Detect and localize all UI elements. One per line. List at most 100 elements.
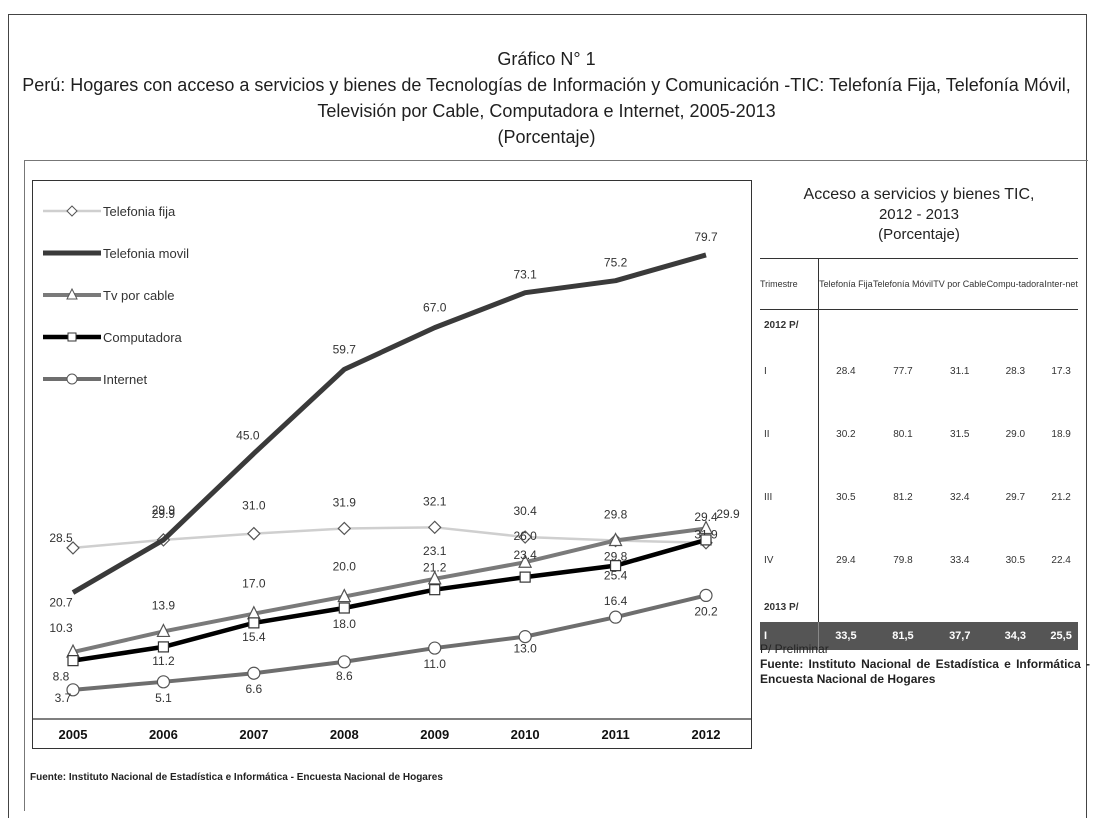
year-label: 2012 P/	[760, 309, 819, 340]
data-label: 31.0	[242, 499, 266, 513]
data-label: 32.1	[423, 494, 447, 508]
data-point-circle	[337, 655, 351, 669]
legend-label: Computadora	[103, 330, 183, 345]
quarter-label: IV	[760, 529, 819, 592]
quarter-label: I	[760, 340, 819, 403]
legend-marker	[66, 287, 78, 300]
data-label: 6.6	[246, 682, 263, 696]
chart-legend: Telefonia fija Telefonia movil Tv por cabl…	[43, 204, 189, 387]
data-label: 31.9	[333, 495, 357, 509]
data-label: 73.1	[513, 268, 537, 282]
line-chart: Telefonia fija Telefonia movil Tv por cabl…	[32, 180, 752, 749]
table-cell: 29.4	[836, 555, 856, 566]
data-label: 13.0	[513, 642, 537, 656]
table-row: III 30.5 81.2 32.4 29.7 21.2	[760, 466, 1078, 529]
data-label: 79.7	[694, 230, 718, 244]
data-label: 29.9	[716, 507, 740, 521]
side-source-note: Fuente: Instituto Nacional de Estadístic…	[760, 657, 1090, 686]
data-point-diamond	[427, 520, 442, 535]
x-tick-label: 2012	[692, 727, 721, 742]
quarter-label: III	[760, 466, 819, 529]
data-point-circle	[247, 666, 261, 680]
data-point-triangle	[608, 532, 623, 547]
col-header-internet: Inter-net	[1044, 258, 1078, 310]
legend-marker	[66, 205, 78, 217]
x-axis: 2005 2006 2007 2008 2009 2010 2011 2012	[33, 718, 751, 742]
table-cell: 34,3	[986, 622, 1045, 650]
data-point-square	[157, 641, 170, 653]
data-label: 23.1	[423, 544, 447, 558]
data-label: 59.7	[333, 342, 357, 356]
table-cell: 37,7	[933, 622, 987, 650]
legend-label: Tv por cable	[103, 288, 175, 303]
x-tick-label: 2006	[149, 727, 178, 742]
data-label: 20.2	[694, 604, 718, 618]
legend-label: Internet	[103, 372, 147, 387]
table-cell: 22.4	[1051, 555, 1071, 566]
table-row: IV 29.4 79.8 33.4 30.5 22.4	[760, 529, 1078, 592]
table-cell: 31.5	[950, 429, 970, 440]
data-label: 15.4	[242, 630, 266, 644]
data-point-circle	[156, 675, 171, 689]
table-cell: 80.1	[893, 429, 913, 440]
data-label: 67.0	[423, 301, 447, 315]
data-label: 45.0	[236, 429, 260, 443]
data-label: 11.0	[423, 657, 446, 671]
chart-source-note: Fuente: Instituto Nacional de Estadístic…	[30, 772, 443, 783]
data-point-square	[429, 584, 441, 596]
data-point-triangle	[518, 553, 533, 568]
legend-label: Telefonia fija	[103, 204, 176, 219]
table-cell: 17.3	[1051, 366, 1071, 377]
x-tick-label: 2007	[239, 727, 268, 742]
data-label: 28.5	[49, 531, 73, 545]
col-header-trimestre: Trimestre	[760, 258, 819, 310]
data-label: 29.8	[604, 507, 628, 521]
side-notes: P/ Preliminar Fuente: Instituto Nacional…	[760, 642, 1090, 687]
data-point-square	[67, 655, 79, 667]
data-point-circle	[66, 683, 80, 697]
table-row: I 28.4 77.7 31.1 28.3 17.3	[760, 340, 1078, 403]
data-point-square	[248, 617, 260, 629]
figure-number: Gráfico N° 1	[497, 49, 596, 69]
legend-marker	[66, 373, 78, 385]
data-point-triangle	[699, 520, 713, 535]
data-point-circle	[518, 630, 532, 644]
table-cell: 33.4	[950, 555, 970, 566]
table-cell: 18.9	[1051, 429, 1071, 440]
side-title-line2: 2012 - 2013	[878, 206, 960, 223]
data-label: 29.9	[152, 503, 176, 517]
data-point-square	[338, 602, 350, 614]
data-label: 18.0	[333, 617, 357, 631]
data-label: 29.8	[604, 549, 628, 563]
data-point-square	[700, 534, 712, 546]
series-line	[72, 537, 707, 663]
data-label: 8.6	[336, 669, 353, 683]
data-label: 5.1	[155, 691, 172, 705]
data-label: 75.2	[604, 256, 628, 270]
data-point-square	[519, 571, 531, 583]
data-point-diamond	[337, 521, 352, 536]
x-tick-label: 2010	[511, 727, 540, 742]
col-header-telefonia-movil: Telefonía Móvil	[872, 258, 934, 310]
col-header-tv-cable: TV por Cable	[933, 258, 987, 310]
col-header-computadora: Compu-tadora	[986, 258, 1045, 310]
table-cell: 81.2	[893, 492, 913, 503]
data-label: 10.3	[49, 621, 73, 635]
data-label: 3.7	[55, 691, 72, 705]
table-cell: 21.2	[1051, 492, 1071, 503]
x-tick-label: 2005	[59, 727, 88, 742]
data-label: 26.0	[513, 529, 537, 543]
table-cell: 29.0	[1005, 429, 1026, 440]
data-point-triangle	[427, 570, 442, 585]
data-label: 29.4	[694, 510, 718, 524]
chart-series: 28.5 29.9 31.0 31.9 32.1 30.4 29.8 29.4 20.7 29.9…	[49, 230, 740, 705]
preliminary-note: P/ Preliminar	[760, 642, 829, 656]
table-year-row: 2012 P/	[760, 309, 1078, 340]
page-frame	[8, 14, 1087, 818]
data-point-diamond	[247, 526, 261, 541]
chart-svg: Telefonia fija Telefonia movil Tv por cabl…	[33, 204, 751, 742]
table-cell: 31.1	[950, 366, 970, 377]
data-label: 8.8	[53, 670, 70, 684]
series-line	[71, 252, 707, 595]
data-point-circle	[428, 641, 442, 655]
